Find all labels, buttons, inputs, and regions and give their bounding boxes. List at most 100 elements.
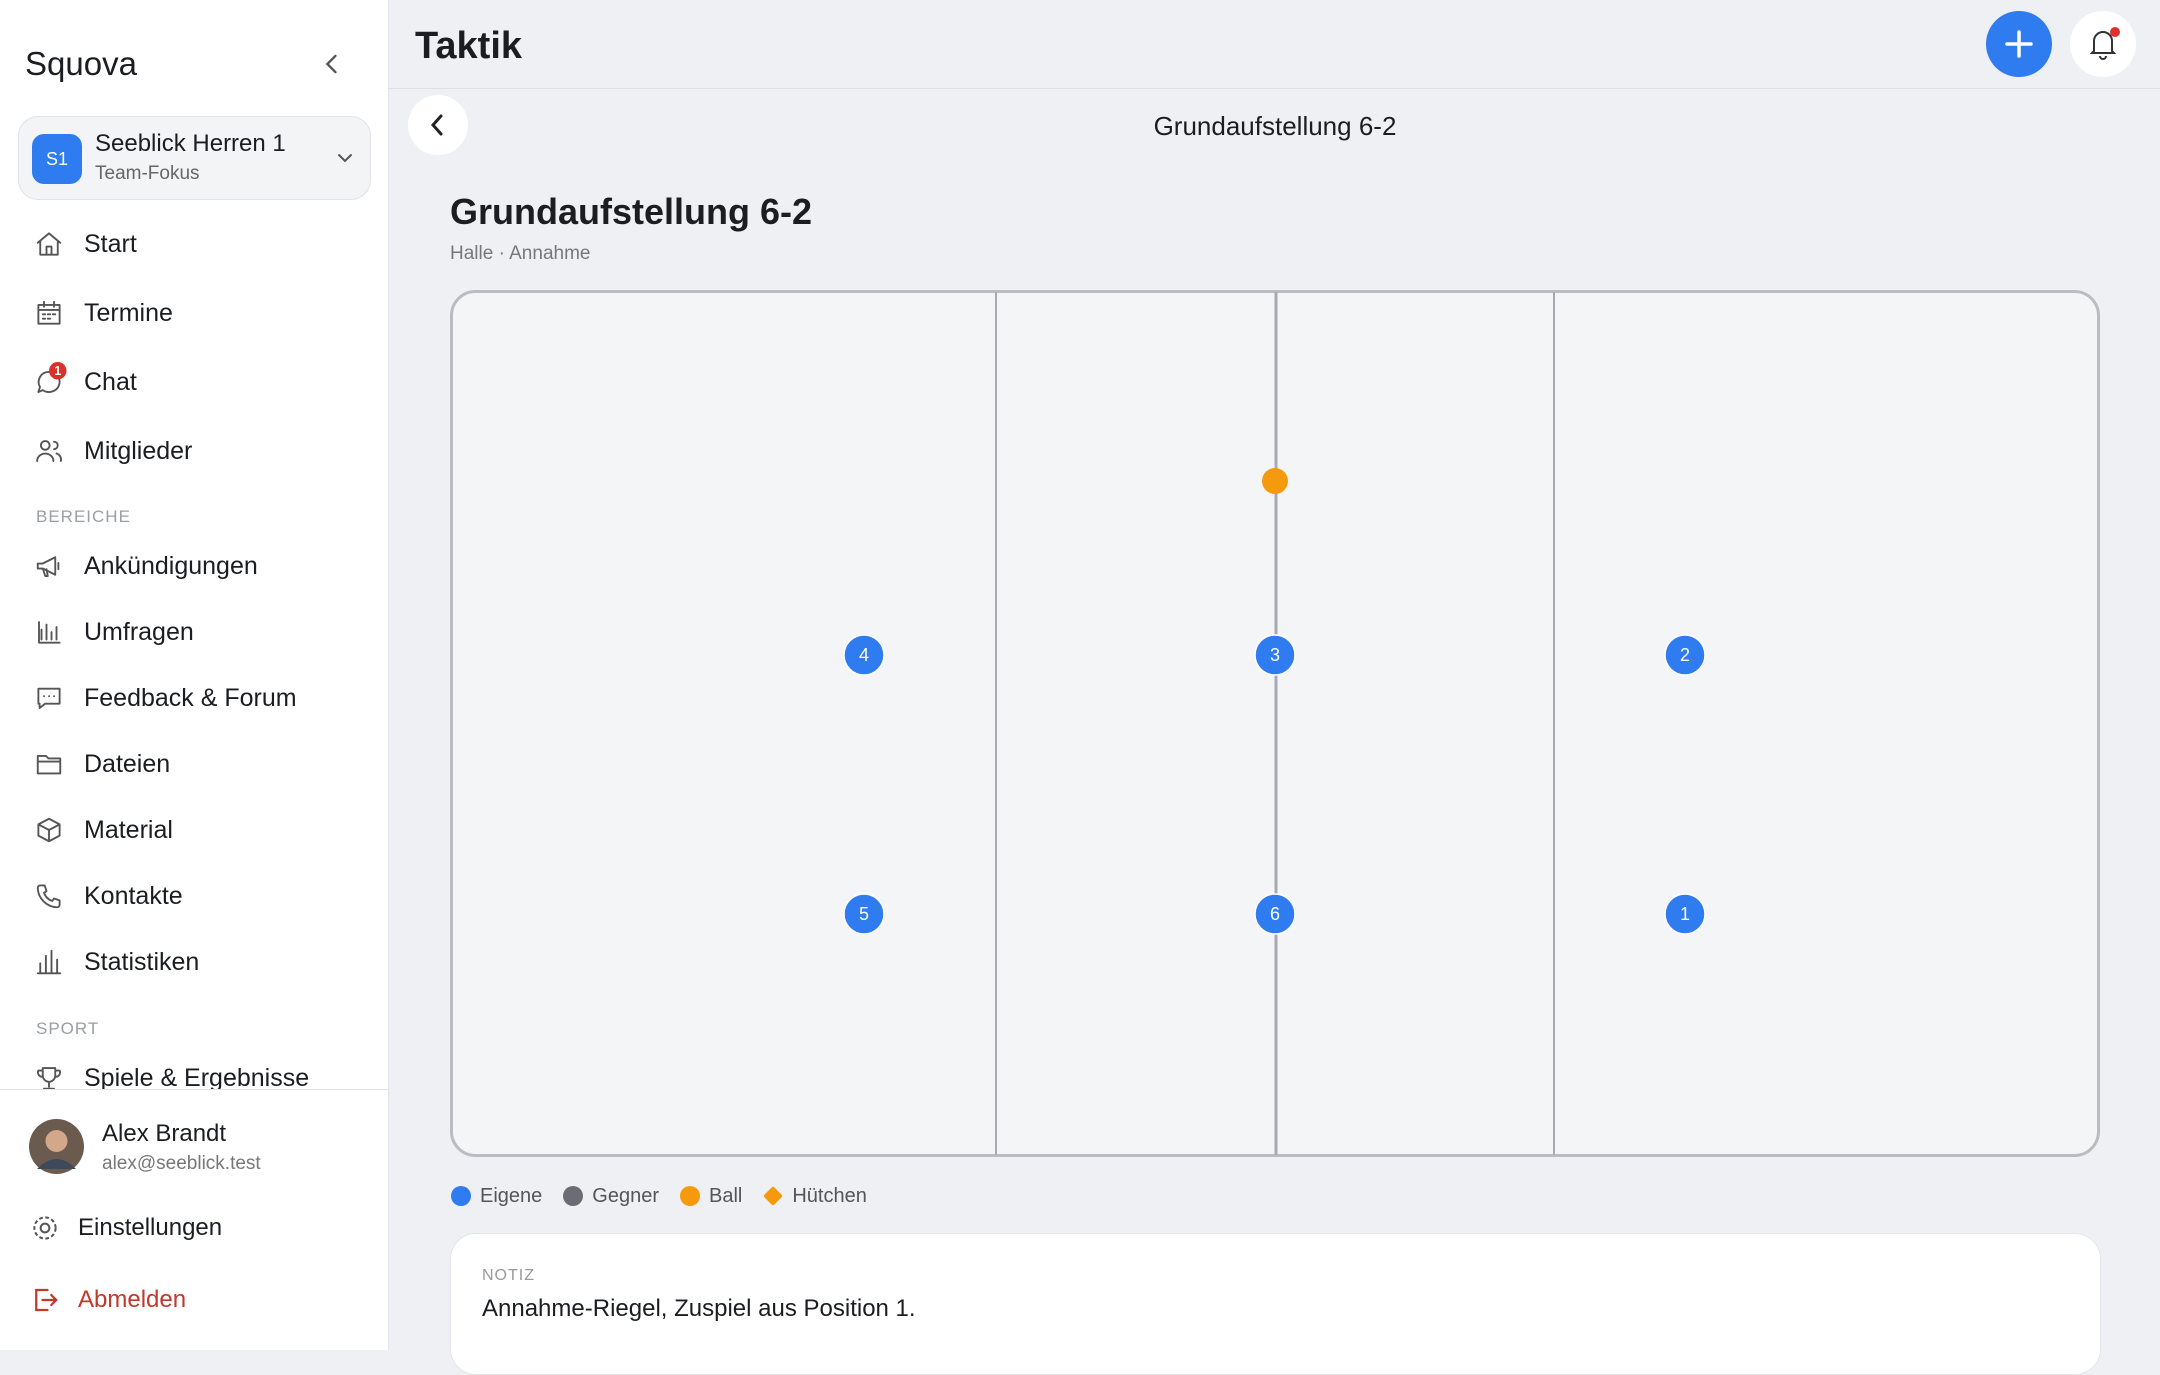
nav-icon xyxy=(36,440,62,462)
legend-swatch xyxy=(451,1186,471,1206)
icon-shape xyxy=(37,1067,61,1089)
nav-label: Chat xyxy=(84,367,137,396)
player-circle xyxy=(1254,634,1296,676)
player-number: 2 xyxy=(1680,645,1690,665)
player-circle xyxy=(843,634,885,676)
legend-swatch xyxy=(563,1186,584,1206)
icon-shape xyxy=(36,754,62,775)
nav-icon xyxy=(37,1067,61,1089)
collapse-button[interactable] xyxy=(318,50,346,78)
nav-item[interactable]: Spiele & Ergebnisse xyxy=(18,1049,370,1089)
nav-label: Spiele & Ergebnisse xyxy=(84,1063,310,1090)
note-text: Annahme-Riegel, Zuspiel aus Position 1. xyxy=(482,1295,916,1322)
team-avatar: S1 xyxy=(32,134,82,184)
nav-icon xyxy=(36,556,60,577)
nav-label: Ankündigungen xyxy=(84,551,258,580)
nav-label: Kontakte xyxy=(84,881,183,910)
badge-count: 1 xyxy=(54,364,61,378)
section-title: SPORT xyxy=(36,1019,100,1038)
nav-label: Statistiken xyxy=(84,947,200,976)
nav-label: Umfragen xyxy=(84,617,194,646)
page-title: Taktik xyxy=(415,25,523,67)
icon-shape xyxy=(37,300,61,325)
nav-label: Mitglieder xyxy=(84,436,193,465)
player-number: 1 xyxy=(1680,904,1690,924)
icon-shape xyxy=(36,556,60,577)
settings-link[interactable]: Einstellungen xyxy=(30,1210,370,1246)
player-token[interactable]: 1 xyxy=(1664,893,1706,935)
nav-item[interactable]: Kontakte xyxy=(18,867,370,925)
nav-item[interactable]: 1 Chat xyxy=(18,353,370,411)
player-circle xyxy=(1254,893,1296,935)
icon-shape xyxy=(36,440,62,462)
settings-label: Einstellungen xyxy=(78,1214,223,1241)
tactic-title: Grundaufstellung 6-2 xyxy=(450,191,813,232)
back-button[interactable] xyxy=(408,95,468,155)
player-token[interactable]: 2 xyxy=(1664,634,1706,676)
nav-item[interactable]: Material xyxy=(18,801,370,859)
note-label: NOTIZ xyxy=(482,1267,535,1284)
nav-item[interactable]: Feedback & Forum xyxy=(18,669,370,727)
ball[interactable] xyxy=(1262,468,1288,494)
legend-marker xyxy=(764,1186,783,1206)
nav-label: Dateien xyxy=(84,749,171,778)
legend-label: Hütchen xyxy=(792,1184,867,1207)
legend-marker xyxy=(680,1186,700,1206)
nav-item[interactable]: Ankündigungen xyxy=(18,537,370,595)
nav-item[interactable]: Statistiken xyxy=(18,933,370,991)
nav-item[interactable]: Mitglieder xyxy=(18,422,370,480)
user-email: alex@seeblick.test xyxy=(102,1153,261,1174)
icon-shape xyxy=(37,817,61,843)
player-circle xyxy=(843,893,885,935)
legend-label: Gegner xyxy=(592,1184,659,1207)
sidebar-scroll: Squova S1 Seeblick Herren 1 Team-Fokus S… xyxy=(0,0,388,1089)
legend-swatch xyxy=(764,1186,783,1206)
tactic-meta: Halle · Annahme xyxy=(450,243,591,264)
icon-shape xyxy=(36,884,61,909)
court: 4 3 2 5 6 1 xyxy=(450,290,2100,1157)
sidebar: Squova S1 Seeblick Herren 1 Team-Fokus S… xyxy=(0,0,389,1350)
add-button[interactable] xyxy=(1986,11,2052,77)
legend-swatch xyxy=(680,1186,700,1206)
nav-icon: 1 xyxy=(37,362,67,393)
notifications-button[interactable] xyxy=(2070,11,2136,77)
logout-link[interactable]: Abmelden xyxy=(30,1282,370,1318)
nav-label: Start xyxy=(84,229,137,258)
nav-icon xyxy=(37,687,61,709)
legend-item: Ball xyxy=(679,1185,742,1208)
player-number: 6 xyxy=(1270,904,1280,924)
legend-marker xyxy=(563,1186,584,1206)
player-circle xyxy=(1664,634,1706,676)
player-token[interactable]: 3 xyxy=(1254,634,1296,676)
brand: Squova xyxy=(25,45,137,82)
logout-label: Abmelden xyxy=(78,1286,187,1313)
legend-marker xyxy=(451,1186,471,1206)
legend-label: Eigene xyxy=(480,1184,543,1207)
player-number: 3 xyxy=(1270,645,1280,665)
divider xyxy=(0,1089,388,1090)
nav-item[interactable]: Umfragen xyxy=(18,603,370,661)
player-token[interactable]: 5 xyxy=(843,893,885,935)
icon-shape xyxy=(38,621,61,644)
badge xyxy=(49,362,67,380)
legend-item: Eigene xyxy=(450,1185,542,1208)
player-circle xyxy=(1664,893,1706,935)
nav-label: Termine xyxy=(84,298,173,327)
nav-label: Feedback & Forum xyxy=(84,683,297,712)
legend-item: Hütchen xyxy=(762,1185,867,1208)
settings-icon xyxy=(33,1216,57,1240)
nav-item[interactable]: Start xyxy=(18,215,370,273)
player-token[interactable]: 4 xyxy=(843,634,885,676)
team-switcher[interactable]: S1 Seeblick Herren 1 Team-Fokus xyxy=(18,116,371,200)
subheader-title: Grundaufstellung 6-2 xyxy=(1153,111,1397,141)
user-avatar xyxy=(29,1119,84,1174)
nav-item[interactable]: Termine xyxy=(18,284,370,342)
nav-item[interactable]: Dateien xyxy=(18,735,370,793)
legend-label: Ball xyxy=(709,1184,743,1207)
header-divider xyxy=(388,88,2160,89)
icon-shape xyxy=(37,687,61,709)
player-token[interactable]: 6 xyxy=(1254,893,1296,935)
nav-label: Material xyxy=(84,815,173,844)
